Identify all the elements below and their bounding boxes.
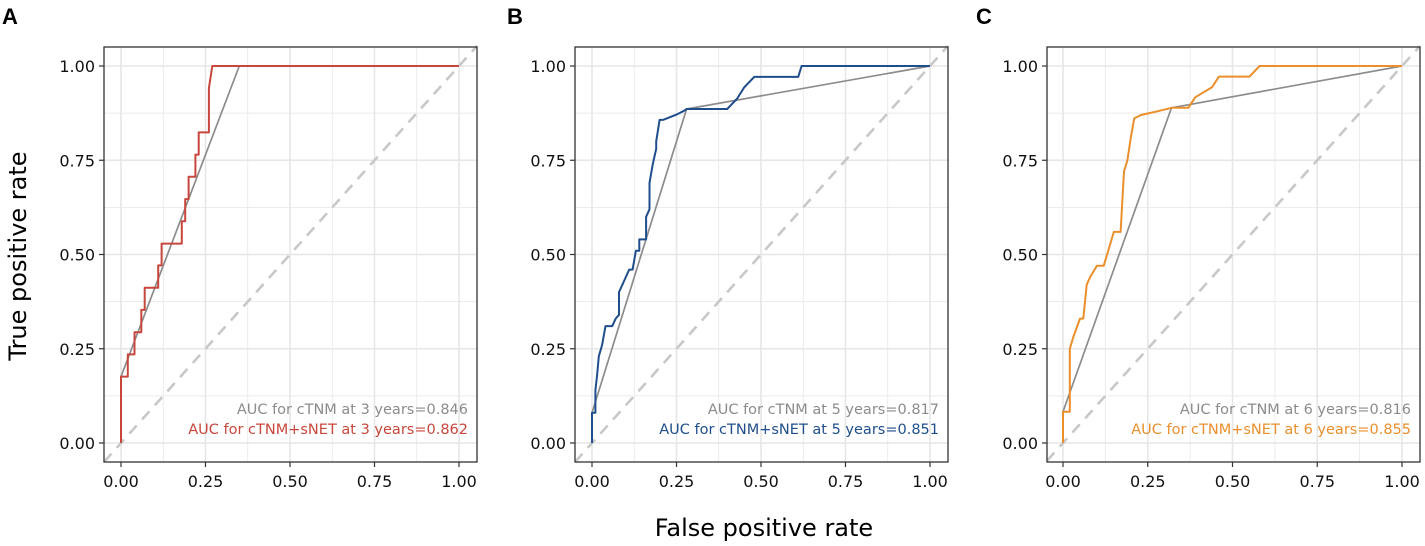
y-tick-label: 0.25 bbox=[1002, 340, 1038, 359]
auc-label-ctnm-b: AUC for cTNM at 5 years=0.817 bbox=[708, 402, 939, 418]
panel-letter-c: C bbox=[976, 4, 992, 29]
panel-b: B 0.00 0.25 0.50 0.75 1.00 0.00 0.25 0.50 0.75 1.0… bbox=[507, 4, 949, 491]
y-tick-label: 0.50 bbox=[59, 246, 95, 265]
x-tick-label: 1.00 bbox=[912, 472, 948, 491]
x-tick-label: 0.50 bbox=[743, 472, 779, 491]
y-tick-label: 0.50 bbox=[530, 246, 566, 265]
x-tick-label: 0.75 bbox=[1299, 472, 1335, 491]
x-tick-label: 0.50 bbox=[1215, 472, 1251, 491]
x-tick-label: 1.00 bbox=[1384, 472, 1420, 491]
x-tick-label: 0.50 bbox=[272, 472, 308, 491]
diagonal-reference-line bbox=[103, 45, 478, 463]
roc-curve-ctnm-snet-a bbox=[120, 65, 459, 443]
auc-label-ctnm-snet-c: AUC for cTNM+sNET at 6 years=0.855 bbox=[1131, 422, 1411, 438]
x-tick-label: 0.00 bbox=[103, 472, 139, 491]
diagonal-reference-line bbox=[574, 45, 949, 463]
roc-curve-ctnm-snet-b bbox=[591, 65, 930, 443]
y-tick-label: 0.25 bbox=[530, 340, 566, 359]
y-tick-label: 0.75 bbox=[530, 151, 566, 170]
y-tick-label: 1.00 bbox=[1002, 57, 1038, 76]
auc-label-ctnm-snet-a: AUC for cTNM+sNET at 3 years=0.862 bbox=[188, 422, 468, 438]
y-tick-label: 0.50 bbox=[1002, 246, 1038, 265]
y-tick-label: 0.75 bbox=[59, 151, 95, 170]
panel-c: C 0.00 0.25 0.50 0.75 1.00 0.00 0.25 0.50 0.75 1.0… bbox=[976, 4, 1421, 491]
x-tick-label: 0.75 bbox=[828, 472, 864, 491]
y-tick-label: 1.00 bbox=[530, 57, 566, 76]
x-tick-label: 1.00 bbox=[441, 472, 477, 491]
auc-label-ctnm-snet-b: AUC for cTNM+sNET at 5 years=0.851 bbox=[659, 422, 939, 438]
x-tick-label: 0.25 bbox=[188, 472, 224, 491]
x-tick-label: 0.00 bbox=[1045, 472, 1081, 491]
y-tick-label: 0.00 bbox=[1002, 434, 1038, 453]
panel-letter-a: A bbox=[2, 4, 18, 29]
y-tick-label: 0.25 bbox=[59, 340, 95, 359]
panel-letter-b: B bbox=[507, 4, 523, 29]
x-tick-label: 0.25 bbox=[1130, 472, 1166, 491]
roc-curve-ctnm-snet-c bbox=[1062, 65, 1402, 443]
y-tick-label: 0.75 bbox=[1002, 151, 1038, 170]
auc-label-ctnm-a: AUC for cTNM at 3 years=0.846 bbox=[237, 402, 468, 418]
x-tick-label: 0.25 bbox=[659, 472, 695, 491]
y-tick-label: 1.00 bbox=[59, 57, 95, 76]
x-tick-label: 0.00 bbox=[574, 472, 610, 491]
x-axis-title: False positive rate bbox=[655, 514, 873, 542]
y-tick-label: 0.00 bbox=[530, 434, 566, 453]
auc-label-ctnm-c: AUC for cTNM at 6 years=0.816 bbox=[1180, 402, 1411, 418]
x-tick-label: 0.75 bbox=[357, 472, 393, 491]
diagonal-reference-line bbox=[1046, 45, 1421, 462]
y-tick-label: 0.00 bbox=[59, 434, 95, 453]
panel-a: A 0.00 0.25 0.50 0.75 1.00 0.00 0.25 0.50 0.75 1.0… bbox=[2, 4, 478, 491]
y-axis-title: True positive rate bbox=[4, 151, 32, 361]
